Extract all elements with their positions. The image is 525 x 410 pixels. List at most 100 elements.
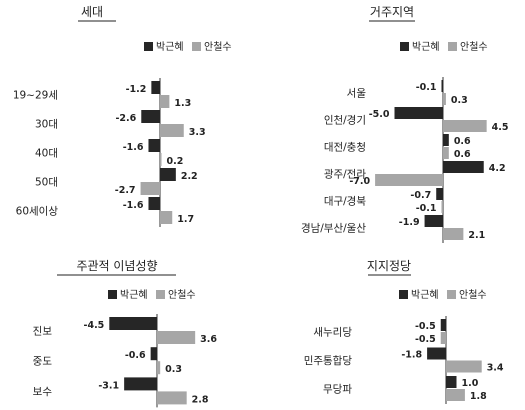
legend-swatch-1 [399, 290, 408, 299]
chart-legend: 박근혜 안철수 [108, 289, 196, 301]
data-label: -3.1 [98, 380, 119, 391]
data-label: -0.1 [416, 82, 437, 93]
data-label: -0.1 [416, 203, 437, 214]
data-label: -1.2 [126, 84, 147, 95]
data-label: -2.7 [115, 185, 136, 196]
legend-label: 박근혜 [120, 289, 148, 301]
category-label: 민주통합당 [304, 355, 353, 367]
category-label: 광주/전라 [324, 169, 367, 181]
data-label: 4.5 [492, 122, 509, 133]
data-label: 1.8 [470, 391, 487, 402]
bar [443, 120, 487, 132]
data-label: -5.0 [369, 109, 390, 120]
bar [424, 215, 443, 227]
data-label: -1.8 [401, 350, 422, 361]
category-label: 무당파 [323, 384, 352, 396]
legend-swatch-1 [400, 42, 409, 51]
data-label: -0.5 [415, 334, 436, 345]
legend-swatch-1 [108, 290, 117, 299]
bar [140, 182, 160, 195]
data-label: 1.7 [177, 214, 194, 225]
legend-label: 안철수 [459, 289, 487, 301]
bar [141, 110, 160, 123]
data-label: 0.3 [451, 95, 468, 106]
legend-label: 안철수 [460, 41, 488, 53]
chart-legend: 박근혜 안철수 [399, 289, 487, 301]
data-label: 0.6 [454, 149, 471, 160]
legend-swatch-1 [144, 42, 153, 51]
bar [157, 361, 161, 375]
data-label: -4.5 [84, 320, 105, 331]
data-label: 2.8 [192, 394, 209, 405]
category-label: 50대 [35, 177, 58, 189]
bar [443, 93, 446, 105]
bar [441, 80, 443, 92]
category-label: 진보 [33, 326, 53, 338]
bar [446, 360, 482, 373]
data-label: 1.0 [462, 378, 479, 389]
category-label: 경남/부산/울산 [301, 222, 366, 235]
bar [160, 95, 170, 108]
bar [160, 168, 176, 181]
data-label: -1.6 [123, 200, 144, 211]
bar [160, 153, 162, 166]
category-label: 대구/경북 [324, 195, 367, 208]
legend-label: 안철수 [168, 289, 196, 301]
data-label: -1.9 [399, 217, 420, 228]
legend-swatch-2 [156, 290, 165, 299]
bar [148, 197, 160, 210]
bar [160, 211, 173, 224]
chart-title: 주관적 이념성향 [76, 259, 157, 273]
bar [446, 376, 457, 388]
bar [443, 147, 449, 159]
data-label: -0.7 [410, 190, 431, 201]
chart-title: 거주지역 [370, 5, 414, 19]
category-label: 대전/충청 [324, 142, 366, 154]
chart-legend: 박근혜 안철수 [144, 41, 232, 53]
data-label: 2.2 [181, 171, 198, 182]
data-label: -7.0 [349, 176, 370, 187]
bar [446, 389, 465, 401]
data-label: -0.6 [125, 350, 146, 361]
category-label: 19~29세 [13, 90, 58, 102]
data-label: -0.5 [415, 321, 436, 332]
bar [124, 377, 157, 391]
data-label: 1.3 [174, 98, 191, 109]
bar [375, 174, 443, 186]
bar [109, 317, 157, 330]
chart-legend: 박근혜 안철수 [400, 41, 488, 53]
bar [443, 134, 449, 146]
bar [440, 319, 446, 331]
category-label: 30대 [35, 119, 58, 131]
chart-title: 지지정당 [367, 259, 411, 273]
bar [157, 391, 187, 405]
bar [160, 124, 184, 137]
data-label: 3.3 [189, 127, 206, 138]
category-label: 인천/경기 [324, 114, 366, 127]
data-label: 0.3 [165, 364, 182, 375]
data-label: 0.6 [454, 136, 471, 147]
category-label: 새누리당 [313, 327, 352, 339]
bar [441, 201, 443, 213]
category-label: 40대 [35, 148, 58, 160]
data-label: 3.6 [200, 334, 217, 345]
legend-label: 안철수 [204, 41, 232, 53]
bar [394, 107, 443, 119]
bar [150, 347, 157, 361]
legend-label: 박근혜 [411, 289, 439, 301]
legend-swatch-2 [192, 42, 201, 51]
category-label: 60세이상 [16, 206, 59, 218]
chart-title: 세대 [81, 5, 103, 19]
legend-label: 박근혜 [156, 41, 184, 53]
data-label: -1.6 [123, 142, 144, 153]
bar [157, 331, 196, 344]
data-label: 3.4 [487, 363, 504, 374]
bar [436, 188, 443, 200]
data-label: -2.6 [115, 113, 136, 124]
bar [148, 139, 160, 152]
bar [443, 161, 484, 173]
